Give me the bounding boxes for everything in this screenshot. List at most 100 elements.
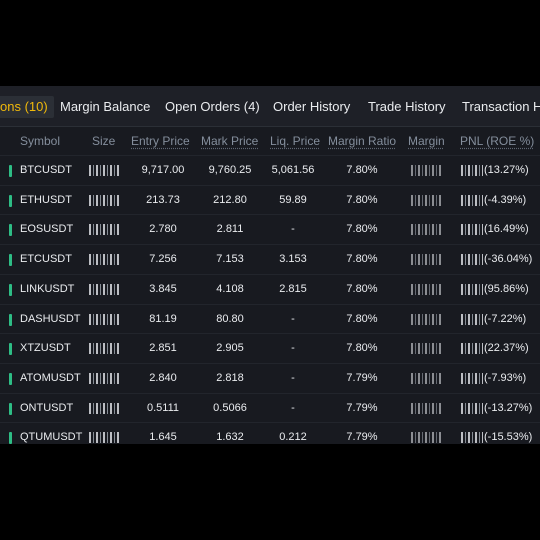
table-row[interactable]: QTUMUSDT 1.645 1.632 0.212 7.79% (-15.53…	[0, 422, 540, 444]
header-symbol[interactable]: Symbol	[20, 134, 61, 148]
margin-redacted	[411, 313, 441, 325]
mark-price-cell: 4.108	[216, 282, 244, 295]
table-row[interactable]: ATOMUSDT 2.840 2.818 - 7.79% (-7.93%)	[0, 362, 540, 394]
pnl-redacted	[461, 402, 483, 414]
pnl-redacted	[461, 165, 483, 176]
pnl-redacted	[461, 254, 483, 266]
symbol-cell[interactable]: ATOMUSDT	[20, 371, 81, 384]
entry-price-cell: 81.19	[149, 312, 177, 325]
margin-ratio-cell: 7.79%	[346, 431, 378, 444]
mark-price-cell: 2.811	[216, 223, 244, 236]
pnl-redacted	[461, 432, 483, 444]
size-redacted	[89, 254, 121, 266]
liq-price-cell: -	[291, 401, 295, 414]
symbol-cell[interactable]: BTCUSDT	[20, 164, 72, 176]
margin-ratio-cell: 7.79%	[346, 401, 378, 414]
margin-redacted	[411, 402, 441, 414]
liq-price-cell: 5,061.56	[271, 164, 315, 176]
pnl-redacted	[461, 343, 483, 355]
entry-price-cell: 1.645	[149, 431, 177, 444]
size-redacted	[89, 194, 121, 206]
tab-margin-balance[interactable]: Margin Balance	[60, 99, 151, 114]
table-row[interactable]: DASHUSDT 81.19 80.80 - 7.80% (-7.22%)	[0, 303, 540, 335]
pnl-redacted	[461, 313, 483, 325]
symbol-cell[interactable]: QTUMUSDT	[20, 431, 83, 444]
size-redacted	[89, 313, 121, 325]
entry-price-cell: 7.256	[149, 253, 177, 266]
symbol-cell[interactable]: EOSUSDT	[20, 223, 74, 236]
long-side-indicator	[9, 402, 12, 415]
entry-price-cell: 2.851	[149, 342, 177, 355]
size-redacted	[89, 283, 121, 295]
margin-redacted	[411, 432, 441, 444]
liq-price-cell: 59.89	[279, 193, 307, 206]
tab-trade-history[interactable]: Trade History	[368, 99, 446, 114]
long-side-indicator	[9, 254, 12, 267]
margin-redacted	[411, 194, 441, 206]
margin-ratio-cell: 7.80%	[346, 164, 378, 176]
margin-ratio-cell: 7.80%	[346, 193, 378, 206]
pnl-redacted	[461, 283, 483, 295]
long-side-indicator	[9, 224, 12, 237]
margin-ratio-cell: 7.80%	[346, 253, 378, 266]
long-side-indicator	[9, 372, 12, 385]
long-side-indicator	[9, 194, 12, 207]
header-entry-price[interactable]: Entry Price	[131, 134, 190, 148]
header-liq-price[interactable]: Liq. Price	[270, 134, 321, 148]
margin-redacted	[411, 283, 441, 295]
pnl-roe-cell: (13.27%)	[484, 164, 529, 176]
entry-price-cell: 213.73	[146, 193, 180, 206]
pnl-roe-cell: (-13.27%)	[484, 401, 533, 414]
entry-price-cell: 2.840	[149, 371, 177, 384]
mark-price-cell: 80.80	[216, 312, 244, 325]
tab-order-history[interactable]: Order History	[273, 99, 351, 114]
tab-transaction-history[interactable]: Transaction Hi	[462, 99, 540, 114]
table-row[interactable]: LINKUSDT 3.845 4.108 2.815 7.80% (95.86%…	[0, 273, 540, 305]
header-margin[interactable]: Margin	[408, 134, 445, 148]
margin-redacted	[411, 372, 441, 384]
header-size[interactable]: Size	[92, 134, 116, 148]
positions-panel: ons (10) Margin Balance Open Orders (4) …	[0, 86, 540, 444]
liq-price-cell: 3.153	[279, 253, 307, 266]
symbol-cell[interactable]: ETHUSDT	[20, 193, 72, 206]
symbol-cell[interactable]: XTZUSDT	[20, 342, 71, 355]
long-side-indicator	[9, 165, 12, 177]
table-row[interactable]: ETCUSDT 7.256 7.153 3.153 7.80% (-36.04%…	[0, 244, 540, 275]
margin-redacted	[411, 343, 441, 355]
table-row[interactable]: ETHUSDT 213.73 212.80 59.89 7.80% (-4.39…	[0, 184, 540, 216]
size-redacted	[89, 165, 121, 176]
liq-price-cell: -	[291, 371, 295, 384]
symbol-cell[interactable]: LINKUSDT	[20, 282, 75, 295]
margin-redacted	[411, 224, 441, 236]
table-row[interactable]: ONTUSDT 0.5111 0.5066 - 7.79% (-13.27%)	[0, 392, 540, 424]
pnl-roe-cell: (-36.04%)	[484, 253, 533, 266]
entry-price-cell: 0.5111	[146, 401, 179, 414]
pnl-roe-cell: (22.37%)	[484, 342, 529, 355]
table-row[interactable]: XTZUSDT 2.851 2.905 - 7.80% (22.37%)	[0, 333, 540, 364]
size-redacted	[89, 224, 121, 236]
margin-ratio-cell: 7.80%	[346, 342, 378, 355]
mark-price-cell: 2.818	[216, 371, 244, 384]
size-redacted	[89, 432, 121, 444]
liq-price-cell: 0.212	[279, 431, 307, 444]
long-side-indicator	[9, 432, 12, 444]
symbol-cell[interactable]: DASHUSDT	[20, 312, 81, 325]
tab-positions[interactable]: ons (10)	[0, 96, 54, 118]
symbol-cell[interactable]: ONTUSDT	[20, 401, 74, 414]
entry-price-cell: 2.780	[149, 223, 177, 236]
margin-ratio-cell: 7.80%	[346, 282, 378, 295]
mark-price-cell: 212.80	[213, 193, 247, 206]
header-margin-ratio[interactable]: Margin Ratio	[328, 134, 397, 148]
header-pnl[interactable]: PNL (ROE %)	[460, 134, 535, 148]
margin-ratio-cell: 7.80%	[346, 223, 378, 236]
symbol-cell[interactable]: ETCUSDT	[20, 253, 72, 266]
table-row[interactable]: BTCUSDT 9,717.00 9,760.25 5,061.56 7.80%…	[0, 155, 540, 186]
tab-open-orders[interactable]: Open Orders (4)	[165, 99, 260, 114]
tab-bar: ons (10) Margin Balance Open Orders (4) …	[0, 86, 540, 127]
mark-price-cell: 9,760.25	[208, 164, 252, 176]
margin-ratio-cell: 7.80%	[346, 312, 378, 325]
table-row[interactable]: EOSUSDT 2.780 2.811 - 7.80% (16.49%)	[0, 214, 540, 245]
pnl-roe-cell: (-4.39%)	[484, 193, 527, 206]
size-redacted	[89, 372, 121, 384]
header-mark-price[interactable]: Mark Price	[201, 134, 259, 148]
